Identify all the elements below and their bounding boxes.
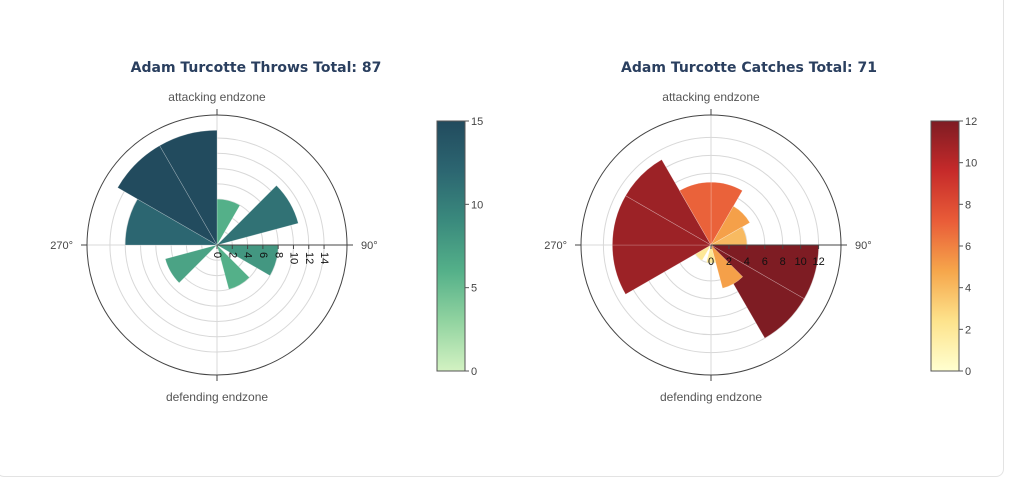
- catches-attacking-label: attacking endzone: [662, 90, 760, 104]
- catches-colorbar-tick-label: 12: [965, 116, 977, 128]
- catches-sector[interactable]: [679, 181, 712, 247]
- catches-colorbar-bar: [930, 120, 960, 372]
- throws-sector[interactable]: [159, 129, 218, 247]
- catches-angle-270-label: 270°: [544, 240, 567, 252]
- catches-radial-tick-label: 10: [795, 256, 807, 268]
- catches-angle-90-label: 90°: [855, 240, 872, 252]
- throws-colorbar-bar: [436, 120, 466, 372]
- catches-colorbar-tick-label: 10: [965, 158, 977, 170]
- throws-colorbar-tick-label: 0: [471, 366, 477, 378]
- catches-sector[interactable]: [710, 205, 751, 246]
- throws-colorbar: 0 5 10 15: [436, 116, 483, 378]
- throws-angle-270-label: 270°: [50, 240, 73, 252]
- catches-radial-tick-label: 8: [780, 256, 786, 268]
- throws-sector[interactable]: [215, 185, 299, 246]
- catches-colorbar-tick-label: 0: [965, 366, 971, 378]
- throws-sector[interactable]: [216, 243, 250, 290]
- throws-sector[interactable]: [216, 198, 241, 247]
- throws-defending-label: defending endzone: [166, 390, 268, 404]
- catches-colorbar-tick-label: 4: [965, 283, 971, 295]
- catches-sector[interactable]: [695, 244, 712, 261]
- catches-colorbar: 0 2 4 6 8 10 12: [930, 116, 977, 378]
- throws-radial-tick-label: 2: [226, 252, 238, 258]
- catches-sector[interactable]: [705, 243, 717, 264]
- throws-sector[interactable]: [117, 145, 218, 246]
- throws-radial-tick-label: 10: [288, 252, 300, 264]
- throws-sector[interactable]: [124, 198, 219, 246]
- catches-chart-title: Adam Turcotte Catches Total: 71: [621, 60, 877, 76]
- catches-polar-area: 0 2 4 6 8 10 12: [575, 109, 847, 381]
- throws-attacking-label: attacking endzone: [168, 90, 266, 104]
- catches-sector[interactable]: [625, 159, 712, 246]
- throws-chart: Adam Turcotte Throws Total: 87 attacking…: [50, 60, 483, 404]
- catches-sector[interactable]: [612, 195, 713, 246]
- catches-radial-tick-label: 2: [726, 256, 732, 268]
- catches-colorbar-tick-label: 2: [965, 324, 971, 336]
- throws-polar-area: 0 2 4 6 8 10 12 14: [81, 109, 353, 381]
- catches-radial-tick-label: 6: [762, 256, 768, 268]
- throws-sector[interactable]: [164, 244, 219, 284]
- throws-radial-tick-label: 0: [211, 252, 223, 258]
- throws-colorbar-tick-label: 15: [471, 116, 483, 128]
- catches-defending-label: defending endzone: [660, 390, 762, 404]
- throws-radial-tick-label: 6: [257, 252, 269, 258]
- catches-radial-tick-label: 12: [812, 256, 824, 268]
- throws-radial-tick-label: 8: [272, 252, 284, 258]
- catches-radial-tick-label: 4: [744, 256, 750, 268]
- catches-sector[interactable]: [612, 244, 713, 295]
- throws-colorbar-tick-label: 10: [471, 199, 483, 211]
- catches-colorbar-tick-label: 8: [965, 199, 971, 211]
- throws-radial-tick-label: 4: [242, 252, 254, 258]
- throws-radial-tick-label: 12: [303, 252, 315, 264]
- catches-colorbar-tick-label: 6: [965, 241, 971, 253]
- throws-angle-90-label: 90°: [361, 240, 378, 252]
- catches-sector[interactable]: [710, 181, 743, 247]
- catches-chart: Adam Turcotte Catches Total: 71 attackin…: [544, 60, 977, 404]
- throws-radial-tick-label: 14: [318, 252, 330, 264]
- throws-colorbar-tick-label: 5: [471, 283, 477, 295]
- catches-radial-tick-label: 0: [708, 256, 714, 268]
- catches-sector[interactable]: [710, 243, 744, 289]
- throws-chart-title: Adam Turcotte Throws Total: 87: [131, 60, 382, 76]
